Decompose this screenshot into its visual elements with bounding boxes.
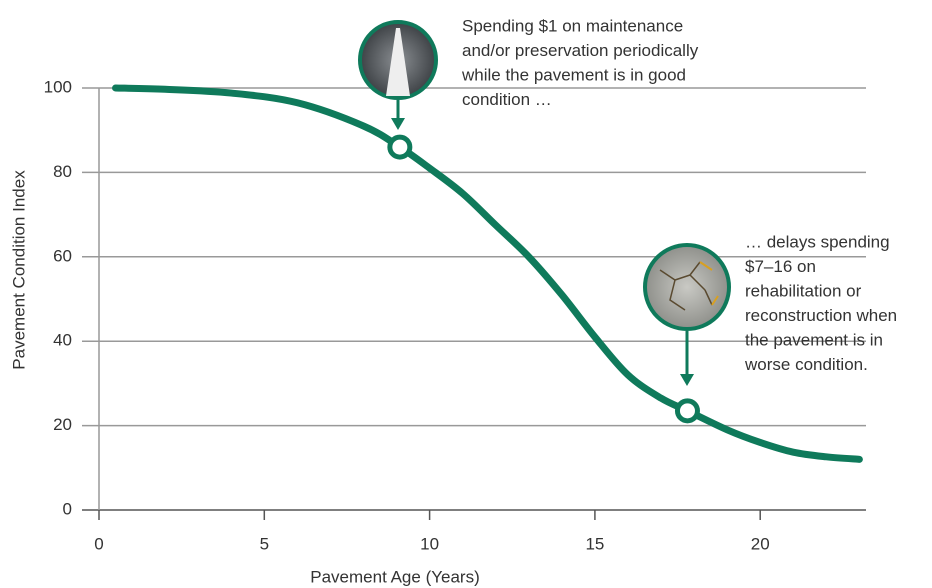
annotation-text: condition … — [462, 90, 552, 109]
cracks — [659, 261, 713, 311]
annotation-text: $7–16 on — [745, 257, 816, 276]
y-axis-label: Pavement Condition Index — [9, 170, 28, 370]
photos — [358, 20, 731, 386]
x-tick-label: 5 — [260, 534, 269, 553]
annotation-text: rehabilitation or — [745, 281, 862, 300]
crack-seal — [699, 261, 719, 306]
photo-cracked-road — [643, 243, 731, 331]
road-line — [386, 28, 410, 96]
annotation-text: and/or preservation periodically — [462, 41, 699, 60]
y-tick-label: 0 — [63, 499, 72, 518]
x-tick-label: 10 — [420, 534, 439, 553]
x-tick-label: 15 — [585, 534, 604, 553]
y-tick-label: 100 — [44, 77, 72, 96]
annotation-marker — [387, 134, 413, 160]
annotation-text: Spending $1 on maintenance — [462, 16, 683, 35]
annotation-marker — [674, 398, 700, 424]
x-axis-label: Pavement Age (Years) — [310, 567, 479, 586]
annotation-text: while the pavement is in good — [461, 65, 686, 84]
arrowhead — [680, 374, 694, 386]
grid — [82, 87, 866, 520]
pci-curve — [112, 84, 863, 463]
x-tick-label: 20 — [751, 534, 770, 553]
annotation-text: the pavement is in — [745, 330, 883, 349]
y-tick-label: 20 — [53, 415, 72, 434]
arrowhead — [391, 118, 405, 130]
annotation-text: reconstruction when — [745, 306, 897, 325]
annotation-text: worse condition. — [744, 355, 868, 374]
y-tick-label: 80 — [53, 162, 72, 181]
y-tick-label: 40 — [53, 331, 72, 350]
annotation-text: … delays spending — [745, 232, 890, 251]
x-tick-label: 0 — [94, 534, 103, 553]
y-tick-label: 60 — [53, 246, 72, 265]
